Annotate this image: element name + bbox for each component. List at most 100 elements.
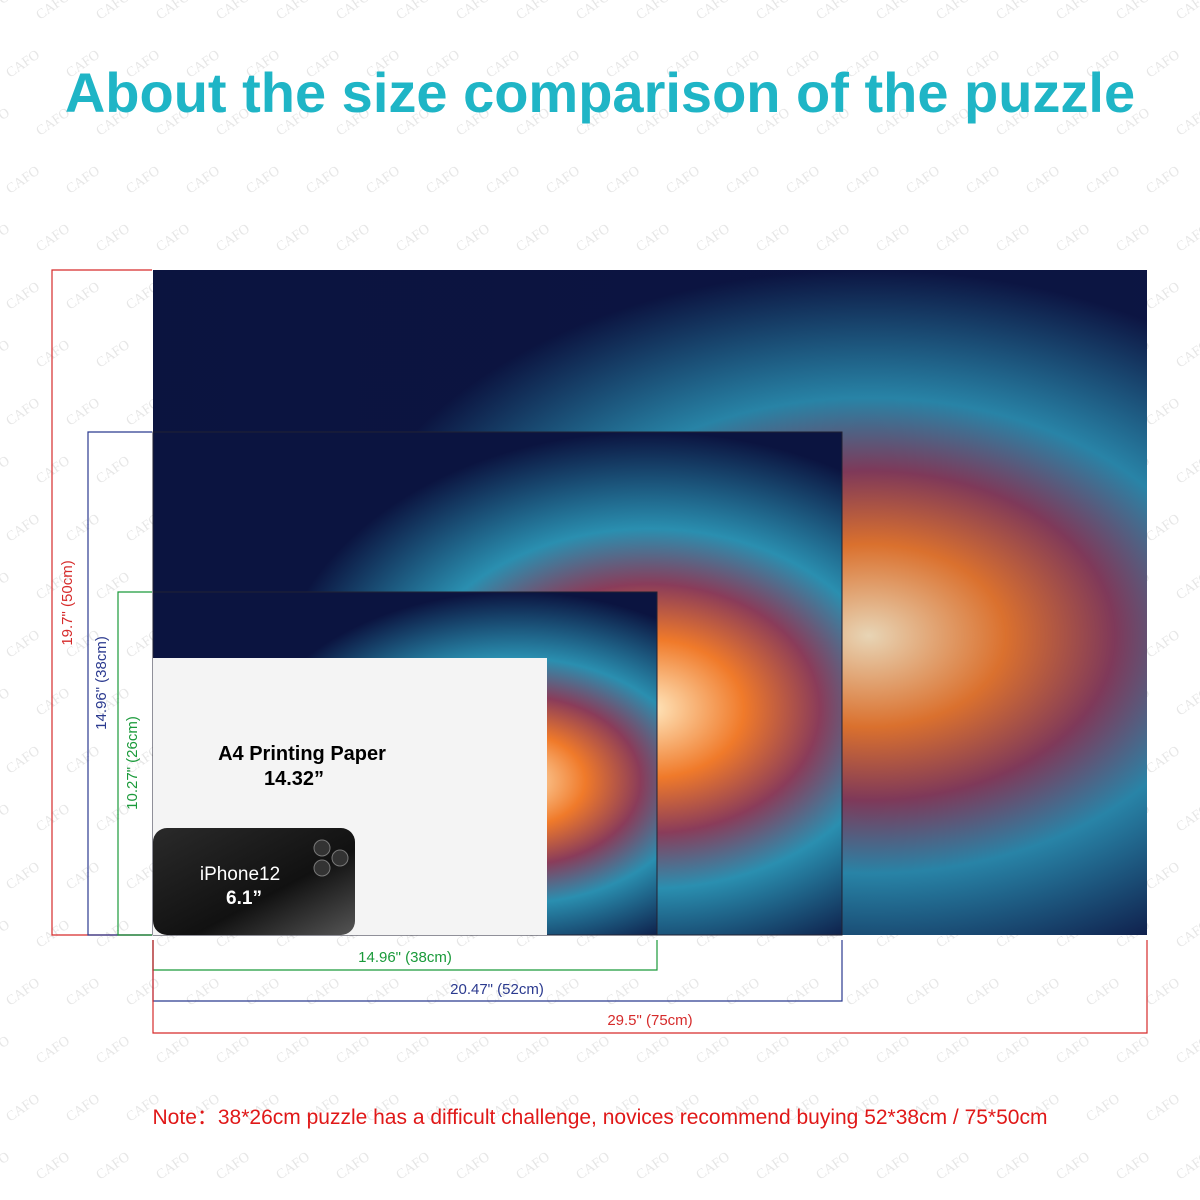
width-label: 14.96" (38cm) [358,949,452,966]
watermark: CAFO [1084,976,1123,1010]
watermark: CAFO [994,1150,1033,1184]
watermark: CAFO [1174,570,1200,604]
watermark: CAFO [514,1034,553,1068]
watermark: CAFO [64,512,103,546]
watermark: CAFO [454,1034,493,1068]
watermark: CAFO [214,0,253,23]
watermark: CAFO [634,1034,673,1068]
watermark: CAFO [784,164,823,198]
watermark: CAFO [574,1034,613,1068]
watermark: CAFO [634,1150,673,1184]
watermark: CAFO [334,222,373,256]
height-label: 10.27" (26cm) [124,716,141,810]
watermark: CAFO [1144,744,1183,778]
watermark: CAFO [574,222,613,256]
paper-size: 14.32” [264,768,324,790]
watermark: CAFO [274,1150,313,1184]
watermark: CAFO [814,1034,853,1068]
watermark: CAFO [34,222,73,256]
watermark: CAFO [94,1034,133,1068]
watermark: CAFO [1174,686,1200,720]
phone-size: 6.1” [226,888,262,909]
watermark: CAFO [814,222,853,256]
watermark: CAFO [754,222,793,256]
watermark: CAFO [784,976,823,1010]
watermark: CAFO [0,222,13,256]
watermark: CAFO [154,222,193,256]
watermark: CAFO [0,802,13,836]
watermark: CAFO [514,222,553,256]
watermark: CAFO [4,512,43,546]
height-label: 14.96" (38cm) [93,636,110,730]
watermark: CAFO [1144,48,1183,82]
watermark: CAFO [1174,454,1200,488]
watermark: CAFO [0,1150,13,1184]
height-label: 19.7" (50cm) [59,560,76,645]
width-line [152,940,1148,1034]
watermark: CAFO [604,976,643,1010]
watermark: CAFO [64,860,103,894]
watermark: CAFO [94,454,133,488]
watermark: CAFO [4,396,43,430]
watermark: CAFO [1054,0,1093,23]
watermark: CAFO [664,976,703,1010]
watermark: CAFO [544,164,583,198]
watermark: CAFO [724,976,763,1010]
watermark: CAFO [634,0,673,23]
watermark: CAFO [34,686,73,720]
watermark: CAFO [934,0,973,23]
watermark: CAFO [1144,396,1183,430]
watermark: CAFO [544,976,583,1010]
watermark: CAFO [1084,1092,1123,1126]
watermark: CAFO [1114,1034,1153,1068]
watermark: CAFO [604,164,643,198]
watermark: CAFO [394,1150,433,1184]
watermark: CAFO [34,0,73,23]
watermark: CAFO [394,0,433,23]
camera [331,849,349,867]
watermark: CAFO [1174,106,1200,140]
watermark: CAFO [0,106,13,140]
watermark: CAFO [1144,164,1183,198]
watermark: CAFO [694,222,733,256]
watermark: CAFO [0,0,13,23]
watermark: CAFO [994,1034,1033,1068]
watermark: CAFO [4,744,43,778]
watermark: CAFO [1144,512,1183,546]
watermark: CAFO [1054,1150,1093,1184]
watermark: CAFO [34,1150,73,1184]
watermark: CAFO [274,0,313,23]
watermark: CAFO [0,338,13,372]
watermark: CAFO [484,164,523,198]
watermark: CAFO [334,0,373,23]
watermark: CAFO [94,0,133,23]
watermark: CAFO [34,338,73,372]
watermark: CAFO [4,48,43,82]
watermark: CAFO [124,164,163,198]
watermark: CAFO [64,744,103,778]
watermark: CAFO [64,164,103,198]
watermark: CAFO [454,0,493,23]
watermark: CAFO [244,164,283,198]
watermark: CAFO [994,222,1033,256]
watermark: CAFO [934,222,973,256]
watermark: CAFO [274,222,313,256]
watermark: CAFO [64,280,103,314]
watermark: CAFO [514,1150,553,1184]
watermark: CAFO [934,1150,973,1184]
watermark: CAFO [34,802,73,836]
watermark: CAFO [4,628,43,662]
watermark: CAFO [244,976,283,1010]
watermark: CAFO [214,1150,253,1184]
watermark: CAFO [814,0,853,23]
watermark: CAFO [334,1034,373,1068]
watermark: CAFO [934,1034,973,1068]
watermark: CAFO [334,1150,373,1184]
watermark: CAFO [1174,918,1200,952]
watermark: CAFO [304,976,343,1010]
watermark: CAFO [1054,222,1093,256]
watermark: CAFO [34,1034,73,1068]
watermark: CAFO [94,338,133,372]
iphone [153,828,355,935]
